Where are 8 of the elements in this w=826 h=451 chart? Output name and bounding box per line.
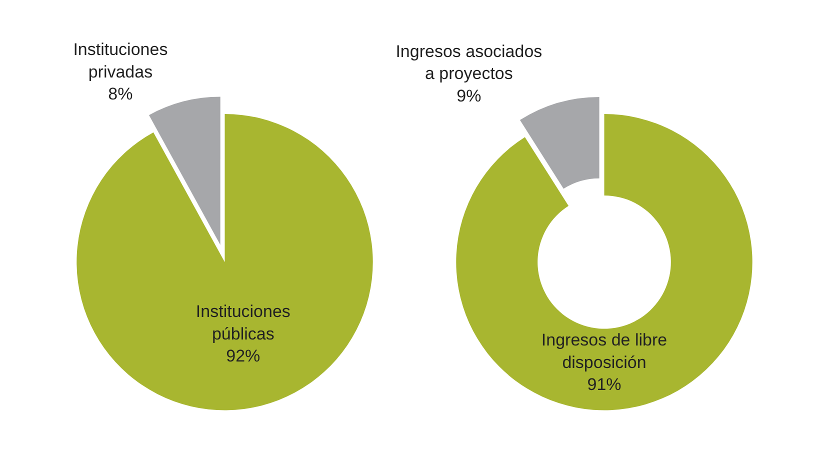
data-label: 92% (226, 346, 260, 366)
slice-label: Instituciones privadas (73, 40, 168, 82)
data-label: 91% (587, 374, 622, 394)
data-label: 9% (456, 86, 482, 106)
slice-label: Ingresos asociados a proyectos (396, 42, 542, 84)
slice-label: Instituciones públicas (196, 302, 290, 344)
slice-label: Ingresos de libre disposición (541, 330, 668, 372)
data-label: 8% (108, 84, 133, 104)
